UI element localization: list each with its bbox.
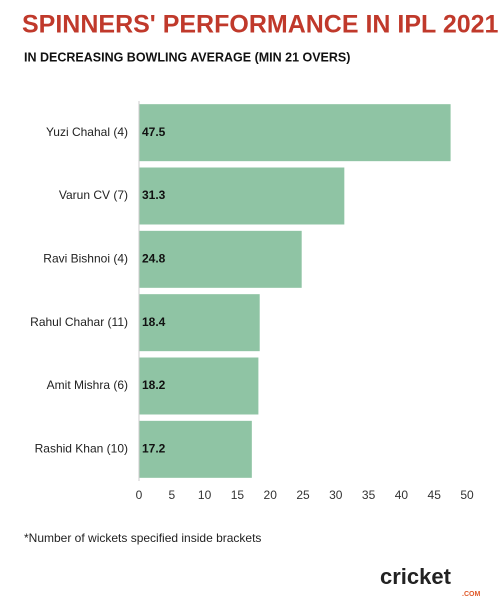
value-label: 24.8	[142, 252, 166, 266]
x-tick-label: 50	[460, 488, 474, 502]
value-label: 17.2	[142, 442, 166, 456]
chart-title: SPINNERS' PERFORMANCE IN IPL 2021	[22, 11, 499, 39]
bar	[139, 104, 451, 162]
y-tick-label: Rahul Chahar (11)	[30, 315, 128, 329]
value-label: 31.3	[142, 188, 166, 202]
bar	[139, 357, 259, 415]
y-tick-label: Ravi Bishnoi (4)	[43, 252, 128, 266]
y-tick-label: Yuzi Chahal (4)	[46, 125, 128, 139]
x-tick-label: 15	[231, 488, 245, 502]
y-tick-label: Amit Mishra (6)	[47, 378, 128, 392]
bar	[139, 167, 345, 225]
bar	[139, 420, 252, 478]
x-tick-label: 0	[136, 488, 143, 502]
x-tick-label: 35	[362, 488, 376, 502]
y-tick-label: Rashid Khan (10)	[35, 442, 128, 456]
y-tick-label: Varun CV (7)	[59, 188, 128, 202]
bar	[139, 294, 260, 352]
x-tick-label: 30	[329, 488, 343, 502]
value-label: 18.2	[142, 378, 166, 392]
footnote: *Number of wickets specified inside brac…	[24, 531, 261, 545]
x-tick-label: 10	[198, 488, 212, 502]
value-label: 18.4	[142, 315, 166, 329]
x-tick-label: 40	[395, 488, 409, 502]
brand-logo: cricket	[380, 564, 452, 589]
x-tick-label: 5	[168, 488, 175, 502]
x-tick-label: 25	[296, 488, 310, 502]
brand-suffix: .COM	[462, 591, 480, 598]
x-tick-label: 20	[264, 488, 278, 502]
chart-subtitle: IN DECREASING BOWLING AVERAGE (MIN 21 OV…	[24, 50, 350, 64]
x-tick-label: 45	[428, 488, 442, 502]
value-label: 47.5	[142, 125, 166, 139]
bar	[139, 230, 302, 288]
